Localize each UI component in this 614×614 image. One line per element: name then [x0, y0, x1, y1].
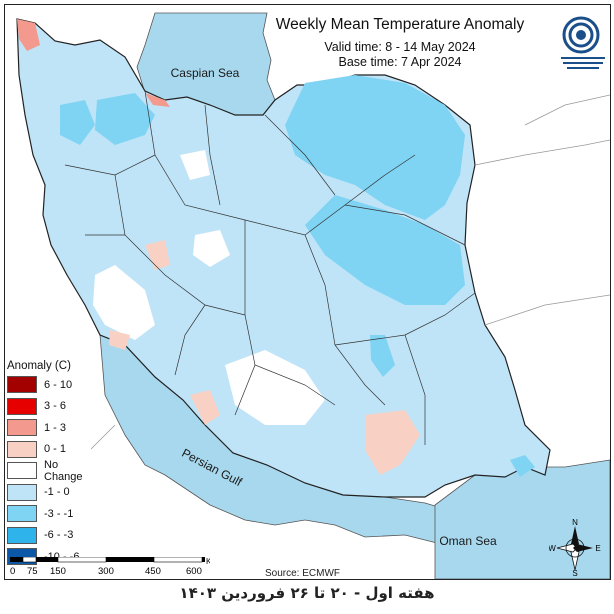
scale-tick-300: 300	[98, 566, 114, 577]
data-source: Source: ECMWF	[265, 568, 341, 579]
legend-swatch	[7, 505, 37, 523]
warm-patch-northwest	[17, 19, 40, 51]
legend-item: 6 - 10	[7, 374, 91, 396]
compass-e: E	[595, 544, 600, 553]
compass-s: S	[572, 569, 577, 576]
caspian-sea-label: Caspian Sea	[171, 66, 240, 80]
legend-item: 3 - 6	[7, 396, 91, 418]
legend-title: Anomaly (C)	[7, 360, 71, 372]
legend-swatch	[7, 526, 37, 544]
anomaly-patch-coast	[510, 455, 535, 477]
legend-label: 0 - 1	[44, 443, 67, 456]
province-borders	[64, 90, 476, 445]
legend-swatch	[7, 419, 37, 437]
valid-time: Valid time: 8 - 14 May 2024	[324, 40, 476, 54]
warm-patch-southwest	[109, 330, 130, 350]
anomaly-patch-northeast	[285, 75, 465, 220]
warm-patch-south	[365, 410, 420, 475]
scale-bar: 0 75 150 300 450 600 Km	[10, 557, 210, 577]
compass-w: W	[549, 544, 556, 553]
legend-label: 6 - 10	[44, 378, 73, 391]
base-time: Base time: 7 Apr 2024	[338, 55, 462, 69]
legend-item: -6 - -3	[7, 525, 91, 547]
nochange-patch-south	[225, 350, 325, 425]
legend-label: -3 - -1	[44, 507, 74, 520]
nochange-patch-west	[93, 265, 155, 340]
legend-label: 1 - 3	[44, 421, 67, 434]
legend-label: -1 - 0	[44, 486, 70, 499]
legend-item: 0 - 1	[7, 439, 91, 461]
anomaly-patch-north	[95, 93, 155, 145]
scale-bar-bar	[10, 557, 205, 562]
legend-item: 1 - 3	[7, 417, 91, 439]
anomaly-patch-east	[305, 195, 465, 305]
legend-swatch	[7, 440, 37, 458]
anomaly-map: Caspian Sea Persian Gulf Oman Sea	[16, 12, 610, 579]
warm-patch-caspian	[145, 93, 170, 107]
legend-swatch	[7, 483, 37, 501]
legend-item: -1 - 0	[7, 482, 91, 504]
scale-bar-segment	[153, 557, 203, 563]
anomaly-patch-west	[60, 100, 95, 145]
map-frame: Caspian Sea Persian Gulf Oman Sea Weekly…	[4, 4, 611, 580]
organization-logo	[561, 16, 605, 69]
scale-tick-150: 150	[50, 566, 66, 577]
scale-bar-segment	[57, 557, 107, 563]
scale-bar-segment	[22, 557, 37, 563]
scale-tick-450: 450	[145, 566, 161, 577]
scale-tick-600: 600	[186, 566, 202, 577]
legend-swatch	[7, 462, 37, 480]
legend-swatch	[7, 376, 37, 394]
legend-item: No Change	[7, 458, 91, 483]
nochange-patch-north	[180, 150, 210, 180]
anomaly-patch-southeast	[370, 335, 395, 377]
iran-land	[16, 18, 551, 498]
scale-tick-75: 75	[27, 566, 38, 577]
persian-caption: هفته اول - ۲۰ تا ۲۶ فروردین ۱۴۰۳	[179, 584, 435, 602]
map-legend: Anomaly (C) 6 - 10 3 - 6 1 - 3 0 - 1 No Chan…	[7, 360, 91, 568]
legend-item: -3 - -1	[7, 503, 91, 525]
nochange-patch-central	[193, 230, 230, 267]
scale-unit: Km	[206, 557, 210, 566]
legend-rows: 6 - 10 3 - 6 1 - 3 0 - 1 No Change -1 - 0 -3 -…	[7, 374, 91, 568]
compass-n: N	[572, 518, 578, 527]
oman-sea-label: Oman Sea	[439, 534, 497, 548]
legend-label: -6 - -3	[44, 529, 74, 542]
scale-tick-0: 0	[10, 566, 15, 577]
legend-label: 3 - 6	[44, 400, 67, 413]
map-title: Weekly Mean Temperature Anomaly	[275, 16, 525, 33]
legend-swatch	[7, 397, 37, 415]
north-arrow: N S E W	[549, 518, 601, 576]
legend-label: No Change	[44, 458, 83, 483]
warm-patch-west	[145, 240, 170, 270]
warm-patch-coast	[190, 390, 220, 425]
